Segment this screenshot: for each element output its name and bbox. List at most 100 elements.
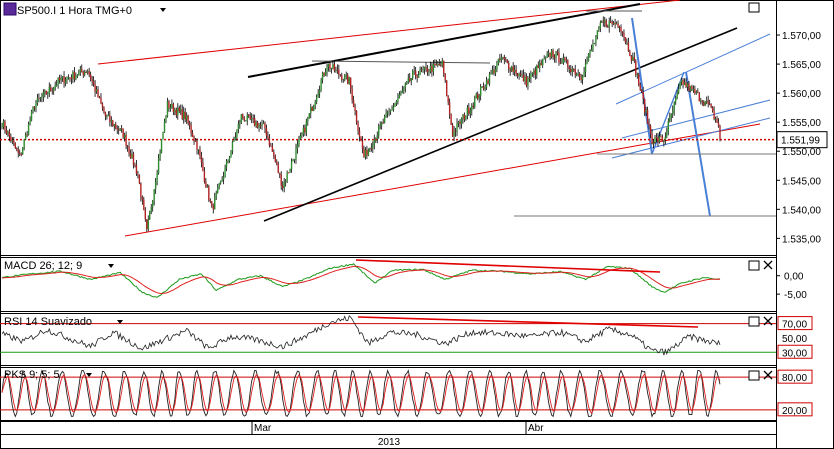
candle-body <box>125 134 127 146</box>
candle-body <box>317 93 319 98</box>
dropdown-arrow-icon[interactable] <box>160 8 166 12</box>
candle-body <box>81 68 83 73</box>
candle-body <box>567 59 569 68</box>
candle-body <box>321 72 324 81</box>
candle-body <box>79 68 82 72</box>
wedge-lower-line <box>263 27 738 222</box>
candle-body <box>575 73 578 75</box>
candle-body <box>629 51 631 57</box>
candle-body <box>24 134 27 140</box>
candle-body <box>236 129 238 138</box>
candle-body <box>479 86 482 96</box>
candle-body <box>101 103 104 108</box>
candle-body <box>453 130 455 137</box>
candle-body <box>216 187 219 193</box>
candle-body <box>11 140 14 142</box>
candle-body <box>26 134 28 136</box>
candle-body <box>528 78 531 80</box>
blue-channel-mid <box>621 99 771 139</box>
pks-close-icon[interactable] <box>763 370 773 380</box>
candle-body <box>75 75 77 80</box>
price-axis-label: 1.545,00 <box>782 176 821 187</box>
candle-body <box>78 71 80 76</box>
pks-dropdown-icon[interactable] <box>86 373 92 377</box>
candle-body <box>308 113 310 119</box>
candle-body <box>200 156 203 163</box>
candle-body <box>187 115 189 124</box>
candle-body <box>648 123 650 126</box>
candle-body <box>5 129 8 134</box>
candle-body <box>211 201 213 206</box>
candle-body <box>475 94 477 99</box>
candle-body <box>510 66 513 71</box>
candle-body <box>166 101 169 117</box>
candle-body <box>129 153 132 159</box>
candle-body <box>546 53 548 58</box>
candle-body <box>617 23 619 27</box>
candle-body <box>289 169 291 173</box>
candle-body <box>409 78 411 81</box>
candle-body <box>471 105 473 111</box>
candle-body <box>119 128 121 131</box>
candle-body <box>640 90 643 92</box>
rsi-axis-label: 50,00 <box>782 334 807 345</box>
candle-body <box>593 43 596 45</box>
candle-body <box>466 107 469 116</box>
candle-body <box>349 77 352 89</box>
rsi-dropdown-icon[interactable] <box>117 320 123 324</box>
candle-body <box>115 124 117 128</box>
rsi-close-icon[interactable] <box>763 316 773 326</box>
candle-body <box>326 66 328 72</box>
candle-body <box>32 107 34 112</box>
candle-body <box>138 174 141 184</box>
candle-body <box>287 172 290 174</box>
candle-body <box>128 146 130 154</box>
candle-body <box>39 97 42 99</box>
candle-body <box>86 71 89 73</box>
rsi-level-box <box>777 316 813 331</box>
candle-body <box>344 75 346 80</box>
candle-body <box>160 139 163 153</box>
macd-dropdown-icon[interactable] <box>108 264 114 268</box>
candle-body <box>53 87 55 91</box>
candle-body <box>137 173 139 175</box>
square-icon[interactable] <box>748 2 760 13</box>
candle-body <box>225 161 228 168</box>
candle-body <box>710 104 712 108</box>
candle-body <box>608 21 610 28</box>
candle-body <box>527 78 529 86</box>
candle-body <box>253 118 256 126</box>
candle-body <box>516 74 519 76</box>
candle-body <box>604 20 606 23</box>
rsi-square-icon[interactable] <box>748 316 760 327</box>
candle-body <box>372 145 374 149</box>
candle-body <box>400 92 402 95</box>
pks-square-icon[interactable] <box>748 370 760 381</box>
candle-body <box>10 136 12 142</box>
candle-body <box>618 26 621 28</box>
candle-body <box>518 73 520 76</box>
candle-body <box>621 31 624 33</box>
candle-body <box>280 174 282 186</box>
candle-body <box>432 63 435 72</box>
macd-close-icon[interactable] <box>763 260 773 270</box>
candle-body <box>577 73 579 75</box>
macd-square-icon[interactable] <box>748 260 760 271</box>
candle-body <box>441 60 443 66</box>
candle-body <box>183 111 185 119</box>
candle-body <box>314 102 316 106</box>
candle-body <box>388 111 390 113</box>
candle-body <box>386 112 389 114</box>
candle-body <box>435 64 438 66</box>
candle-body <box>94 84 96 92</box>
candle-body <box>697 91 699 93</box>
candle-body <box>605 20 607 27</box>
pks-label: PKS 9; 5; 5 <box>4 369 60 381</box>
candle-body <box>469 110 472 114</box>
candle-body <box>711 107 714 111</box>
candle-body <box>584 63 587 73</box>
candle-body <box>197 149 200 151</box>
candle-body <box>692 88 695 90</box>
candle-body <box>398 94 401 99</box>
candle-body <box>341 75 343 80</box>
